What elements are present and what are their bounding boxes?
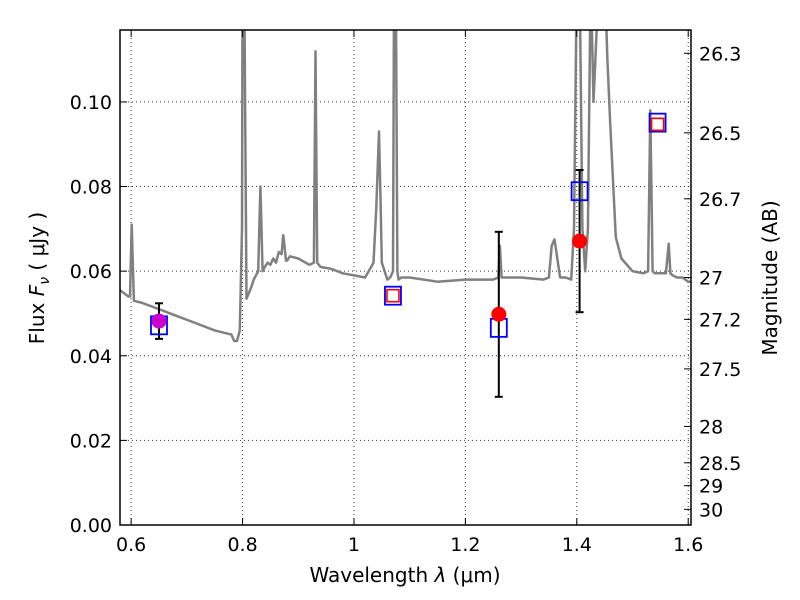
observed-point — [491, 306, 507, 322]
y-axis-title-unit: ( μJy ) — [25, 212, 49, 277]
model-band-square-blue — [384, 285, 402, 306]
y-axis-title-symbol: F — [25, 284, 49, 296]
x-axis-title-symbol: λ — [433, 563, 446, 587]
model-band-square-red — [650, 117, 665, 132]
y-tick-label: 0.08 — [70, 177, 112, 199]
y-tick-label: 0.10 — [70, 92, 112, 114]
y-tick-label: 0.02 — [70, 430, 112, 452]
y2-tick-label: 27.5 — [699, 359, 741, 381]
model-spectrum-line — [120, 30, 691, 343]
x-axis-title-pre: Wavelength — [309, 563, 434, 587]
y-tick-label: 0.00 — [70, 515, 112, 537]
y-axis-title-sub: ν — [37, 277, 53, 285]
y2-tick-label: 28 — [699, 416, 723, 438]
y-axis: 0.00 0.02 0.04 0.06 0.08 0.10 — [70, 92, 127, 537]
y2-tick-label: 27.2 — [699, 309, 741, 331]
y2-tick-label: 30 — [699, 499, 723, 521]
y2-tick-label: 27 — [699, 268, 723, 290]
y-tick-label: 0.06 — [70, 261, 112, 283]
model-band-square-blue — [570, 181, 589, 202]
x-tick-label: 1.4 — [562, 534, 592, 556]
y2-axis-title: Magnitude (AB) — [758, 200, 782, 355]
grid — [120, 30, 691, 525]
x-tick-label: 0.6 — [116, 534, 146, 556]
y2-tick-label: 26.7 — [699, 189, 741, 211]
x-tick-label: 1.2 — [450, 534, 480, 556]
points-layer — [150, 112, 667, 398]
x-tick-label: 0.8 — [227, 534, 257, 556]
observed-point — [151, 313, 167, 329]
x-axis: 0.6 0.8 1 1.2 1.4 1.6 — [116, 30, 703, 556]
observed-point — [572, 233, 588, 249]
x-axis-title: Wavelength λ (μm) — [309, 563, 500, 587]
y-axis-title-pre: Flux — [25, 296, 49, 344]
y2-tick-label: 28.5 — [699, 453, 741, 475]
y2-tick-label: 26.5 — [699, 123, 741, 145]
x-tick-label: 1.6 — [673, 534, 703, 556]
y2-tick-label: 26.3 — [699, 43, 741, 65]
model-band-square-blue — [648, 112, 667, 133]
y-tick-label: 0.04 — [70, 346, 112, 368]
x-axis-title-unit: (μm) — [446, 563, 500, 587]
model-band-square-red — [386, 288, 400, 303]
y2-tick-label: 29 — [699, 476, 723, 498]
x-tick-label: 1 — [348, 534, 360, 556]
y-axis-title: Flux Fν ( μJy ) — [25, 212, 53, 344]
spectrum-layer — [120, 30, 691, 343]
